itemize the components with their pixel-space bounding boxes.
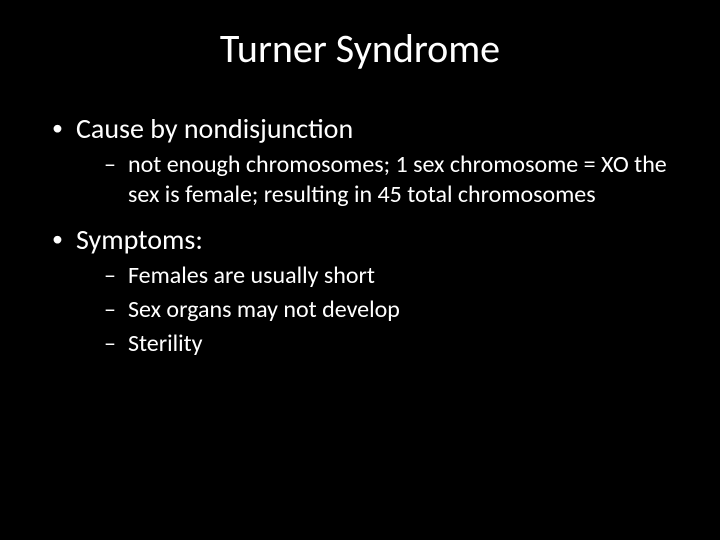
sub-bullet-text: Sterility [128,329,203,358]
sub-bullet-text: not enough chromosomes; 1 sex chromosome… [128,150,667,209]
sub-bullet-text: Sex organs may not develop [128,295,400,324]
bullet-text: Cause by nondisjunction [76,111,353,146]
bullet-list-level2: Females are usually short Sex organs may… [76,261,672,359]
sub-bullet-text: Females are usually short [128,261,375,290]
sub-bullet-item: Sterility [104,329,672,359]
bullet-text: Symptoms: [76,222,203,257]
sub-bullet-item: not enough chromosomes; 1 sex chromosome… [104,150,672,210]
sub-bullet-item: Females are usually short [104,261,672,291]
bullet-list-level1: Cause by nondisjunction not enough chrom… [48,111,672,359]
bullet-item: Cause by nondisjunction not enough chrom… [48,111,672,210]
slide: Turner Syndrome Cause by nondisjunction … [0,0,720,540]
slide-title: Turner Syndrome [0,0,720,81]
slide-content: Cause by nondisjunction not enough chrom… [0,81,720,359]
bullet-list-level2: not enough chromosomes; 1 sex chromosome… [76,150,672,210]
bullet-item: Symptoms: Females are usually short Sex … [48,222,672,359]
sub-bullet-item: Sex organs may not develop [104,295,672,325]
